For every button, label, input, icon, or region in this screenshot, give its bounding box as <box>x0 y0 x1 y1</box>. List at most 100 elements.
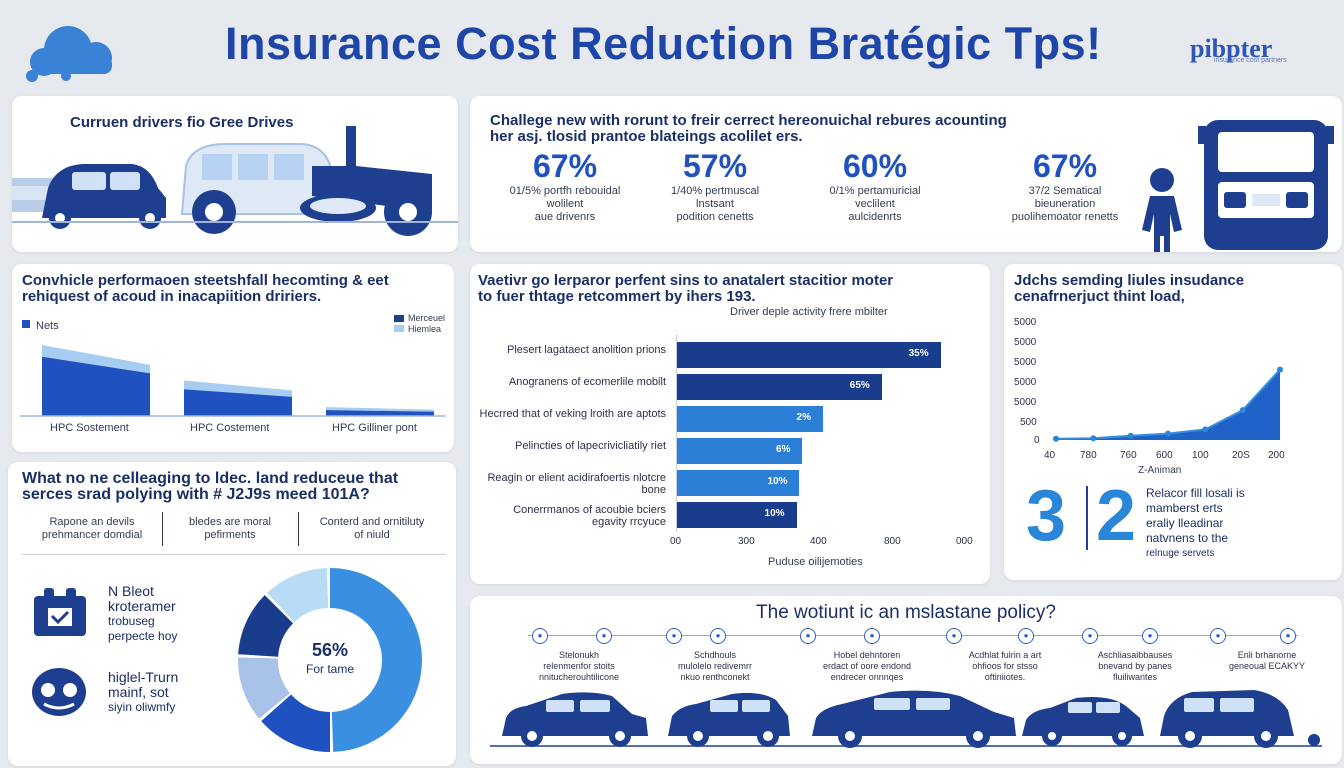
stat-desc: 1/40% pertmuscal <box>670 185 760 197</box>
question-panel: What no ne celleaging to ldec. land redu… <box>8 462 456 766</box>
x-tick: 100 <box>1192 450 1209 461</box>
growth-point <box>1165 430 1171 437</box>
timeline-node-icon: ● <box>666 628 682 644</box>
stat-desc: puolihemoator renetts <box>1011 211 1119 223</box>
policy-step-line: erdact of oore endond <box>822 661 912 671</box>
policy-step-line: nkuo renthconekt <box>680 672 750 682</box>
policy-step-line: endrecer onnnqes <box>830 672 904 682</box>
legend-label: Hiemlea <box>408 324 442 334</box>
tip-item-line: N Bleot <box>108 583 154 599</box>
timeline-node-icon: ● <box>864 628 880 644</box>
stat-desc: aulcidenrts <box>848 211 902 223</box>
legend-swatch <box>394 315 404 322</box>
policy-title: The wotiunt ic an mslastane policy? <box>756 602 1056 623</box>
tip-item-line: higlel-Trurn <box>108 669 179 685</box>
car-icon <box>812 690 1016 748</box>
timeline-node-icon: ● <box>596 628 612 644</box>
stats-panel: Challege new with rorunt to freir cerrec… <box>470 96 1342 252</box>
policy-step: Stelonukh relenmenfor stoits nnitucherou… <box>524 650 634 683</box>
policy-step-line: Acdhlat fulrin a art <box>968 650 1042 660</box>
policy-step: Acdhlat fulrin a art ohfioos for stsso o… <box>950 650 1060 683</box>
stat-value: 67% <box>1032 148 1098 184</box>
timeline-node-icon: ● <box>1142 628 1158 644</box>
bar: 2% <box>676 406 823 432</box>
policy-step-line: bnevand by panes <box>1098 661 1172 671</box>
timeline-line <box>528 635 1298 636</box>
policy-step-line: Aschliasaibbauses <box>1097 650 1173 660</box>
tip-item-line: perpecte hoy <box>108 629 178 643</box>
stat-value: 60% <box>842 148 908 184</box>
car-icon <box>1160 690 1294 748</box>
side-note-line: mamberst erts <box>1146 501 1223 515</box>
x-axis-label: Puduse oilijemoties <box>768 556 863 568</box>
legend-label: Nets <box>36 320 59 332</box>
bar-value-label: 10% <box>764 508 785 519</box>
growth-point <box>1277 366 1283 373</box>
big-number: 2 <box>1096 476 1137 556</box>
stat-card: 67% 01/5% portfh rebouidal wolilent aue … <box>490 148 640 224</box>
legend-swatch <box>394 325 404 332</box>
side-note-line: eraliy lleadinar <box>1146 516 1224 530</box>
big-number: 3 <box>1026 476 1067 556</box>
growth-point <box>1127 432 1134 439</box>
y-tick: 5000 <box>1014 337 1037 348</box>
performance-area-chart <box>20 344 446 417</box>
stat-value: 67% <box>532 148 598 184</box>
x-tick: 780 <box>1080 450 1097 461</box>
tip-item: N Bleot kroteramer trobuseg perpecte hoy <box>108 584 177 644</box>
question-col-line: prehmancer domdial <box>41 529 143 541</box>
donut-slice <box>330 568 423 752</box>
question-col-line: pefirments <box>204 529 256 541</box>
tip-item-line: mainf, sot <box>108 684 169 700</box>
x-tick: 400 <box>810 536 827 547</box>
y-tick: 5000 <box>1014 397 1037 408</box>
category-label: HPC Sostement <box>50 422 129 434</box>
bar: 35% <box>676 342 941 368</box>
bar-value-label: 6% <box>775 444 791 455</box>
stat-desc: lnstsant <box>696 198 734 210</box>
bar-chart-panel: Vaetivr go lerparor perfent sins to anat… <box>470 264 990 584</box>
performance-area <box>184 389 292 416</box>
x-tick: 300 <box>738 536 755 547</box>
policy-step-line: ohfioos for stsso <box>972 661 1038 671</box>
performance-area <box>326 410 434 416</box>
y-tick: 0 <box>1034 435 1040 446</box>
brand-logo-text: pibpter <box>1190 34 1273 63</box>
growth-point <box>1202 426 1209 433</box>
bar-value-label: 10% <box>767 476 788 487</box>
timeline-node-icon: ● <box>710 628 726 644</box>
timeline-node-icon: ● <box>532 628 548 644</box>
legend-swatch <box>22 320 30 328</box>
tip-item-line: siyin oliwmfy <box>108 700 176 714</box>
person-icon <box>1142 168 1182 252</box>
policy-step-line: Schdhouls <box>693 650 737 660</box>
bar-category-label: Plesert lagataect anolition prions <box>507 344 666 356</box>
question-col-line: Rapone an devils <box>49 516 135 528</box>
growth-area-chart <box>1053 366 1283 442</box>
bar: 10% <box>676 470 800 496</box>
x-tick: 760 <box>1120 450 1137 461</box>
brand-logo-cloud <box>20 14 120 84</box>
bar-category-label: Conerrmanos of acoubie bciers egavity rr… <box>513 504 666 528</box>
question-col-line: of niuld <box>354 529 390 541</box>
y-tick: 5000 <box>1014 357 1037 368</box>
policy-step-line: relenmenfor stoits <box>543 661 615 671</box>
performance-panel: Convhicle performaoen steetshfall hecomt… <box>12 264 454 452</box>
stat-desc: bieuneration <box>1034 198 1096 210</box>
bar-category-label: Hecrred that of veking lroith are aptots <box>479 408 666 420</box>
vehicles-illustration <box>12 126 458 236</box>
growth-point <box>1090 435 1097 442</box>
car-row-illustration <box>490 690 1322 748</box>
policy-step: Enli brhanorne geneoual ECAKYY <box>1212 650 1322 672</box>
growth-point <box>1239 407 1246 414</box>
perf-title-line1: Convhicle performaoen steetshfall hecomt… <box>22 272 389 289</box>
x-tick: 200 <box>1268 450 1285 461</box>
bar-value-label: 35% <box>908 348 929 359</box>
performance-area <box>42 356 150 416</box>
policy-step-line: oftiniiotes. <box>984 672 1026 682</box>
stat-desc: 0/1% pertamuricial <box>829 185 921 197</box>
tip-item-line: trobuseg <box>108 614 155 628</box>
bar: 6% <box>676 438 803 464</box>
car-icon <box>668 692 790 747</box>
stat-desc: aue drivenrs <box>534 211 596 223</box>
